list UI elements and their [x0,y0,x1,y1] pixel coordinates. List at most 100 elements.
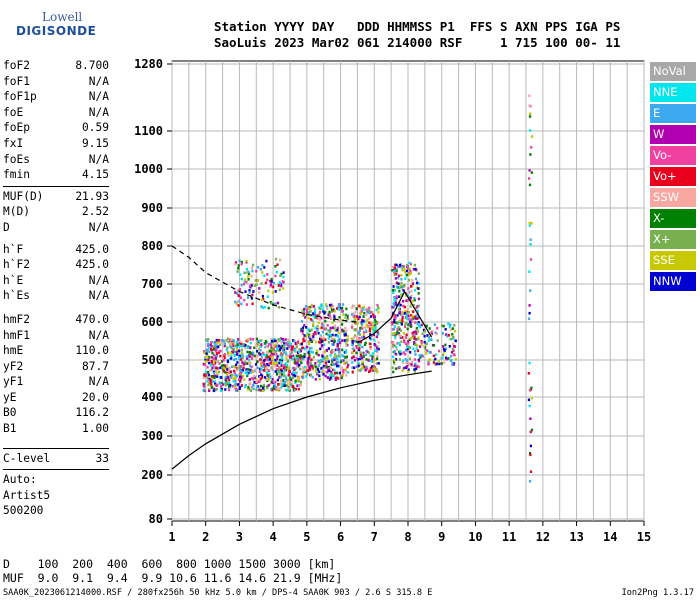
echo-point [453,345,456,348]
echo-point [394,352,397,356]
echo-point [281,280,284,283]
echo-point [278,387,281,390]
echo-point [413,263,416,267]
echo-point [233,387,237,390]
echo-point [445,357,448,361]
echo-point [216,367,219,370]
echo-point [391,323,394,326]
echo-point [302,376,305,380]
echo-point [358,343,361,347]
echo-point [333,356,336,360]
echo-point [355,322,358,325]
echo-point [343,339,346,342]
echo-point [314,365,317,369]
echo-point [296,384,299,387]
echo-point [249,341,252,345]
echo-point [276,361,279,365]
echo-point [436,339,439,342]
echo-point [406,266,409,270]
echo-point [376,357,379,361]
echo-point [441,332,444,335]
param-name: foEp [3,121,30,135]
echo-point [265,259,268,263]
echo-point [259,349,262,352]
echo-point [214,383,217,386]
echo-point [423,340,426,344]
echo-point [333,315,336,319]
echo-point [264,353,267,357]
echo-point [397,326,400,329]
echo-point [270,277,273,281]
echo-point [225,381,228,385]
echo-point [352,347,355,350]
echo-point [400,266,403,269]
echo-point [396,314,399,317]
echo-point [307,316,310,320]
echo-point [236,368,239,372]
echo-point [332,361,335,365]
echo-point [215,388,218,391]
logo-digisonde-text: DIGISONDE [16,24,97,38]
echo-point [405,269,409,273]
echo-point [427,360,430,364]
echo-point [205,352,208,355]
echo-point [308,307,311,311]
echo-point [316,325,319,328]
echo-point [356,315,359,318]
echo-point [334,327,338,331]
echo-point [202,382,205,386]
echo-point [252,351,255,355]
echo-point [226,346,229,350]
echo-point [367,351,371,354]
echo-point [260,298,263,302]
echo-point [303,347,306,351]
echo-point [431,329,434,333]
echo-point [255,269,258,273]
echo-point [274,364,277,368]
echo-point [247,371,250,375]
echo-point [204,357,207,361]
echo-point [286,347,289,350]
echo-point [239,273,242,276]
param-name: yE [3,390,17,404]
echo-point [445,333,448,336]
echo-point [238,378,241,381]
echo-point [243,378,246,381]
echo-point [265,353,268,357]
echo-point [398,264,402,267]
echo-point [397,342,400,345]
echo-point [293,340,296,343]
echo-point [234,373,237,377]
echo-point [281,364,284,367]
echo-point [371,355,374,358]
echo-point [398,286,401,290]
echo-point [409,337,412,340]
echo-point [268,355,271,359]
echo-point [316,329,319,332]
echo-point [409,321,412,324]
echo-point [351,361,354,364]
echo-point [330,375,333,378]
param-row: foE N/A [3,105,109,121]
echo-point [425,324,428,328]
echo-point [212,389,215,393]
echo-point [321,358,324,362]
echo-point [373,328,376,331]
echo-point [281,337,284,341]
echo-point [309,318,313,321]
echo-point [214,355,217,358]
echo-point [342,329,345,333]
echo-point [302,339,305,343]
echo-point [393,362,396,365]
echo-point [528,115,532,118]
echo-point [337,348,340,351]
echo-point [444,347,447,350]
echo-point [360,367,363,371]
echo-point [344,333,347,336]
echo-point [204,373,208,376]
echo-point [267,362,270,365]
echo-point [412,333,415,337]
echo-point [248,291,251,294]
echo-point [330,339,333,342]
echo-point [318,374,321,378]
